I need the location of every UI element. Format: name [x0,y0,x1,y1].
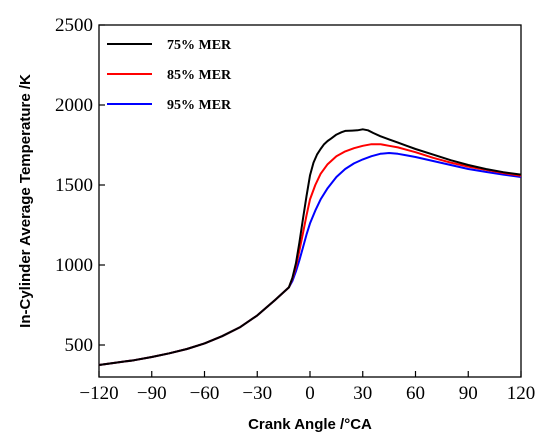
y-axis-title: In-Cylinder Average Temperature /K [17,74,34,328]
x-tick-label: −120 [79,383,118,404]
x-tick-label: 90 [459,383,478,404]
y-tick-label: 2500 [55,15,93,36]
y-tick-label: 1500 [55,175,93,196]
x-tick-label: 120 [507,383,536,404]
series-line [98,152,522,366]
series-lines [98,128,522,366]
y-tick-label: 2000 [55,95,93,116]
y-axis-ticks: 500 1000 1500 2000 2500 [55,15,105,356]
y-tick-label: 1000 [55,255,93,276]
x-tick-label: 30 [353,383,372,404]
series-line [98,128,522,366]
legend-label: 95% MER [167,98,232,113]
x-tick-label: 60 [406,383,425,404]
x-axis-ticks: −120 −90 −60 −30 0 30 60 90 120 [79,371,535,404]
legend-label: 75% MER [167,38,232,53]
x-tick-label: 0 [305,383,315,404]
y-tick-label: 500 [65,335,94,356]
x-tick-label: −90 [137,383,167,404]
x-tick-label: −30 [242,383,272,404]
legend-label: 85% MER [167,68,232,83]
x-tick-label: −60 [190,383,220,404]
legend: 75% MER 85% MER 95% MER [107,38,232,113]
x-axis-title: Crank Angle /°CA [248,416,372,433]
